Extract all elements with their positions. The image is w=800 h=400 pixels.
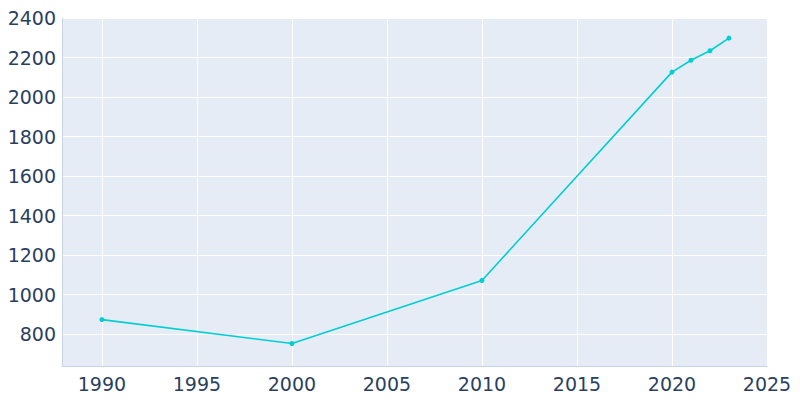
- svg-text:1000: 1000: [8, 284, 56, 306]
- svg-text:1800: 1800: [8, 126, 56, 148]
- svg-text:1400: 1400: [8, 205, 56, 227]
- svg-text:2400: 2400: [8, 7, 56, 29]
- svg-text:1600: 1600: [8, 165, 56, 187]
- svg-text:1990: 1990: [78, 373, 126, 395]
- svg-text:1200: 1200: [8, 244, 56, 266]
- svg-text:2005: 2005: [363, 373, 411, 395]
- svg-text:2000: 2000: [268, 373, 316, 395]
- svg-text:2020: 2020: [648, 373, 696, 395]
- svg-text:2025: 2025: [743, 373, 791, 395]
- svg-text:2000: 2000: [8, 86, 56, 108]
- svg-text:2015: 2015: [553, 373, 601, 395]
- svg-text:2010: 2010: [458, 373, 506, 395]
- svg-text:2200: 2200: [8, 47, 56, 69]
- svg-text:800: 800: [20, 323, 56, 345]
- svg-text:1995: 1995: [173, 373, 221, 395]
